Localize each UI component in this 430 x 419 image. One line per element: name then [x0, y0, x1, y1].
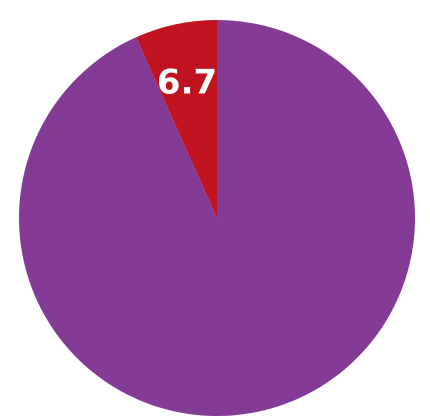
pie-slices — [18, 20, 416, 416]
pie-labels: 6.7 — [157, 62, 217, 102]
pie-slice-label-0: 6.7 — [157, 62, 217, 102]
pie-slice-1 — [18, 20, 416, 416]
pie-slice-0 — [136, 20, 217, 218]
